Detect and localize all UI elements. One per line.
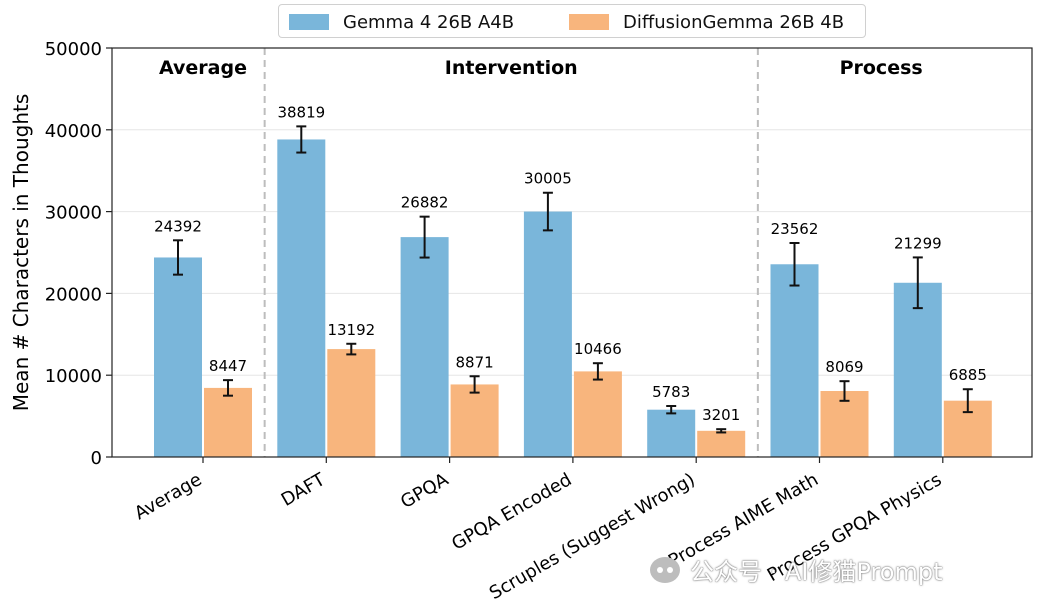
y-tick-label: 30000 — [45, 203, 102, 224]
bar-diffusiongemma — [327, 349, 376, 457]
y-tick-label: 10000 — [45, 366, 102, 387]
plot-frame — [111, 47, 1033, 458]
bar-gemma — [154, 257, 202, 457]
wechat-icon — [650, 556, 680, 583]
data-label: 8447 — [209, 357, 247, 375]
y-tick-label: 0 — [91, 448, 102, 469]
bar-gemma — [277, 139, 326, 458]
group-label: Process — [840, 57, 923, 79]
legend: Gemma 4 26B A4B DiffusionGemma 26B 4B — [278, 4, 866, 38]
data-label: 24392 — [154, 217, 202, 235]
data-label: 3201 — [702, 406, 740, 424]
legend-swatch-diffusiongemma — [569, 14, 609, 30]
bar-gemma — [400, 237, 449, 457]
bar-diffusiongemma — [450, 384, 499, 457]
data-label: 21299 — [894, 234, 942, 252]
x-tick-label: GPQA — [397, 469, 453, 513]
data-label: 23562 — [771, 220, 819, 238]
data-label: 5783 — [652, 383, 690, 401]
watermark-text: 公众号 · AI修猫Prompt — [690, 558, 943, 586]
legend-label-diffusiongemma: DiffusionGemma 26B 4B — [623, 11, 845, 33]
legend-label-gemma: Gemma 4 26B A4B — [343, 11, 515, 33]
data-label: 8069 — [825, 358, 863, 376]
data-label: 10466 — [574, 340, 622, 358]
data-label: 6885 — [949, 366, 987, 384]
y-tick-label: 20000 — [45, 284, 102, 305]
group-label: Intervention — [445, 57, 578, 79]
bar-gemma — [523, 211, 572, 457]
bar-diffusiongemma — [820, 390, 869, 457]
x-tick-label: DAFT — [278, 469, 330, 511]
bar-gemma — [647, 409, 696, 457]
x-tick-label: GPQA Encoded — [448, 469, 575, 554]
x-tick-label: Average — [131, 469, 206, 524]
bar-gemma — [770, 264, 819, 457]
legend-item-gemma: Gemma 4 26B A4B — [289, 11, 514, 33]
data-label: 13192 — [327, 321, 375, 339]
bar-diffusiongemma — [204, 387, 252, 457]
y-tick-label: 40000 — [45, 121, 102, 142]
bar-diffusiongemma — [697, 430, 746, 457]
bar-gemma — [893, 282, 942, 457]
data-label: 30005 — [524, 170, 572, 188]
legend-swatch-gemma — [289, 14, 329, 30]
legend-item-diffusiongemma: DiffusionGemma 26B 4B — [569, 11, 844, 33]
group-label: Average — [159, 57, 247, 79]
data-label: 8871 — [456, 353, 494, 371]
data-label: 26882 — [401, 194, 449, 212]
data-label: 38819 — [277, 103, 325, 121]
watermark: 公众号 · AI修猫Prompt — [650, 552, 942, 587]
y-tick-label: 50000 — [45, 39, 102, 60]
bar-diffusiongemma — [573, 371, 622, 457]
y-axis-label: Mean # Characters in Thoughts — [9, 94, 33, 412]
